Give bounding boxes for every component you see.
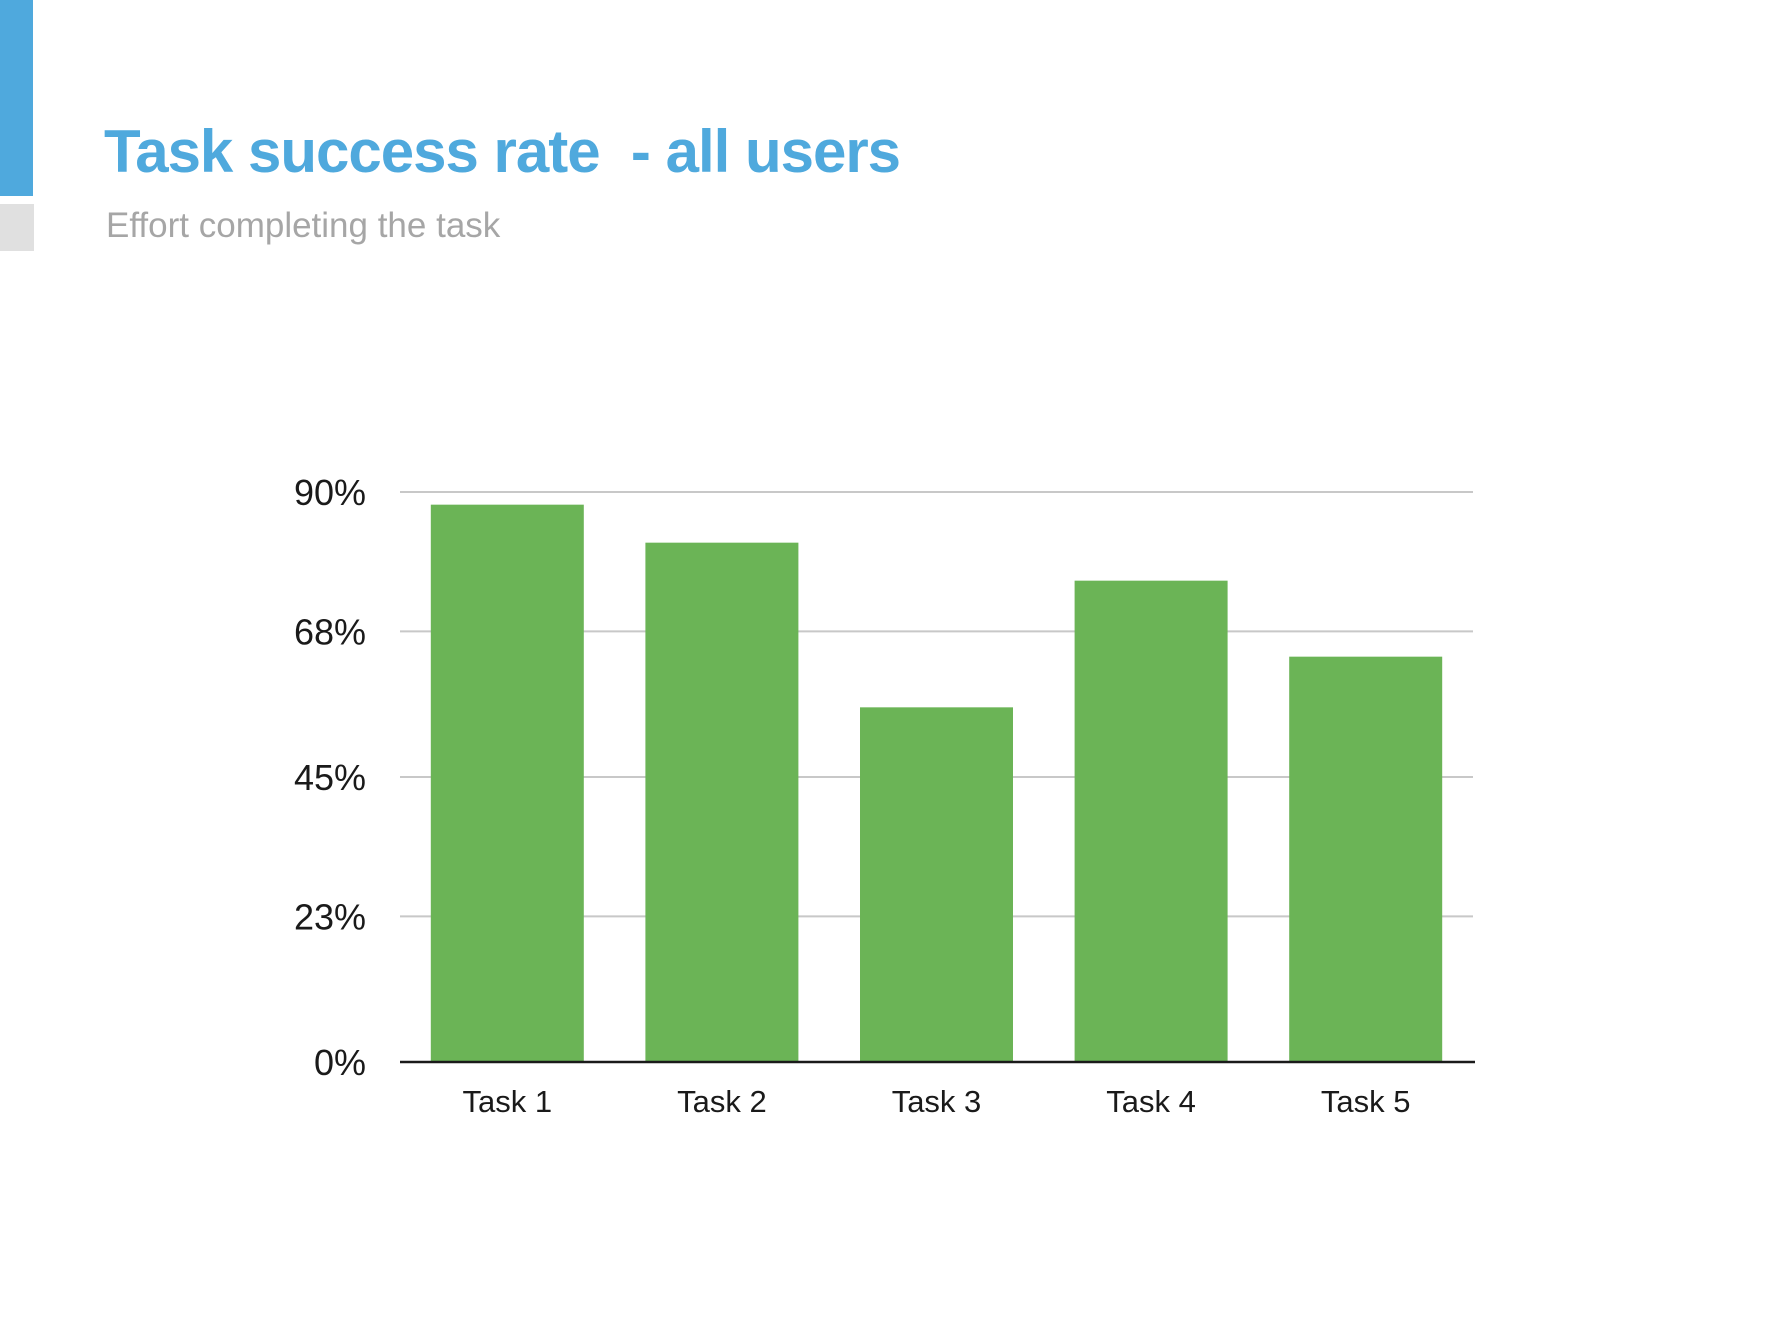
- x-tick-label: Task 1: [462, 1084, 552, 1119]
- y-tick-label: 23%: [294, 896, 366, 937]
- bar-5: [1289, 656, 1443, 1062]
- bar-3: [860, 707, 1013, 1062]
- accent-bar-secondary: [0, 204, 34, 251]
- bar-4: [1074, 580, 1228, 1062]
- slide-title: Task success rate - all users: [104, 118, 901, 185]
- axis-labels: 0% 23% 45% 68% 90% Task 1 Task 2 Task 3 Task 4 Ta…: [294, 472, 1411, 1119]
- bars: [430, 504, 1443, 1063]
- x-tick-label: Task 2: [677, 1084, 767, 1119]
- x-tick-label: Task 4: [1106, 1084, 1196, 1119]
- y-tick-label: 68%: [294, 611, 366, 652]
- y-tick-label: 0%: [314, 1042, 366, 1083]
- bar-1: [430, 504, 584, 1063]
- accent-bar: [0, 0, 33, 196]
- y-tick-label: 45%: [294, 757, 366, 798]
- x-tick-label: Task 5: [1321, 1084, 1411, 1119]
- bar-2: [645, 542, 799, 1062]
- x-tick-label: Task 3: [892, 1084, 982, 1119]
- slide-subtitle: Effort completing the task: [106, 206, 501, 245]
- y-tick-label: 90%: [294, 472, 366, 513]
